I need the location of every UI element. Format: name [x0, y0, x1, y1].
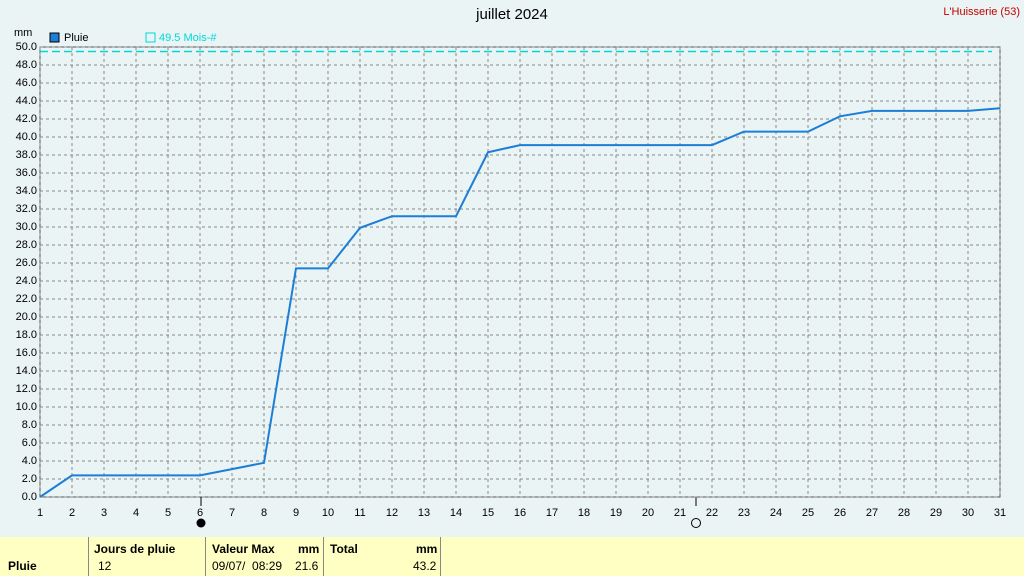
- chart: juillet 2024 L'Huisserie (53) mm 0.0 2.0 4…: [14, 6, 1020, 528]
- x-tick-label: 3: [101, 507, 107, 519]
- row-label: Pluie: [8, 559, 37, 573]
- y-tick-label: 22.0: [16, 293, 37, 305]
- x-tick-label: 24: [770, 507, 782, 519]
- y-tick-label: 14.0: [16, 365, 37, 377]
- y-tick-label: 4.0: [22, 455, 37, 467]
- y-tick-label: 44.0: [16, 95, 37, 107]
- legend-swatch: [145, 32, 156, 43]
- column-header: Valeur Max: [212, 542, 275, 556]
- y-tick-label: 0.0: [22, 491, 37, 503]
- y-tick-label: 8.0: [22, 419, 37, 431]
- y-tick-label: 48.0: [16, 59, 37, 71]
- legend-swatch: [49, 32, 60, 43]
- y-tick-label: 34.0: [16, 185, 37, 197]
- x-tick-label: 2: [69, 507, 75, 519]
- cell: 12: [98, 559, 112, 573]
- y-tick-label: 16.0: [16, 347, 37, 359]
- x-tick-label: 29: [930, 507, 942, 519]
- column-unit: mm: [298, 542, 320, 556]
- y-tick-label: 38.0: [16, 149, 37, 161]
- x-tick-label: 6: [197, 507, 203, 519]
- x-tick-label: 1: [37, 507, 43, 519]
- y-tick-label: 28.0: [16, 239, 37, 251]
- x-tick-label: 20: [642, 507, 654, 519]
- x-tick-label: 4: [133, 507, 139, 519]
- y-tick-label: 2.0: [22, 473, 37, 485]
- x-tick-label: 8: [261, 507, 267, 519]
- column-header: Total: [330, 542, 358, 556]
- y-tick-label: 20.0: [16, 311, 37, 323]
- y-tick-label: 50.0: [16, 41, 37, 53]
- x-tick-label: 11: [354, 507, 365, 519]
- cell: 09/07/ 08:29: [212, 559, 283, 573]
- x-tick-label: 27: [866, 507, 878, 519]
- legend-label: Pluie: [64, 32, 88, 44]
- y-tick-label: 12.0: [16, 383, 37, 395]
- x-tick-label: 7: [229, 507, 235, 519]
- y-tick-label: 40.0: [16, 131, 37, 143]
- x-tick-label: 14: [450, 507, 462, 519]
- x-tick-label: 25: [802, 507, 814, 519]
- x-tick-label: 15: [482, 507, 494, 519]
- x-tick-label: 22: [706, 507, 718, 519]
- x-tick-label: 30: [962, 507, 974, 519]
- x-tick-label: 10: [322, 507, 334, 519]
- x-tick-label: 18: [578, 507, 590, 519]
- cell: 21.6: [295, 559, 319, 573]
- y-tick-label: 30.0: [16, 221, 37, 233]
- separator: [88, 537, 89, 576]
- chart-title: juillet 2024: [475, 6, 548, 23]
- x-tick-label: 19: [610, 507, 622, 519]
- separator: [205, 537, 206, 576]
- y-tick-label: 36.0: [16, 167, 37, 179]
- y-tick-label: 26.0: [16, 257, 37, 269]
- y-tick-label: 10.0: [16, 401, 37, 413]
- data-line: [39, 107, 1001, 498]
- x-tick-label: 5: [165, 507, 171, 519]
- x-tick-label: 12: [386, 507, 398, 519]
- y-tick-label: 6.0: [22, 437, 37, 449]
- y-tick-label: 18.0: [16, 329, 37, 341]
- x-tick-label: 31: [994, 507, 1006, 519]
- x-tick-label: 28: [898, 507, 910, 519]
- y-tick-label: 42.0: [16, 113, 37, 125]
- legend-label: 49.5 Mois-#: [159, 32, 217, 44]
- y-tick-label: 46.0: [16, 77, 37, 89]
- cell: 43.2: [413, 559, 437, 573]
- x-tick-label: 16: [514, 507, 526, 519]
- separator: [440, 537, 441, 576]
- x-tick-label: 23: [738, 507, 750, 519]
- x-tick-label: 26: [834, 507, 846, 519]
- x-tick-label: 9: [293, 507, 299, 519]
- y-tick-label: 24.0: [16, 275, 37, 287]
- station-name: L'Huisserie (53): [943, 6, 1020, 18]
- x-tick-label: 17: [546, 507, 558, 519]
- column-header: Jours de pluie: [94, 542, 176, 556]
- y-unit: mm: [14, 27, 32, 39]
- y-tick-label: 32.0: [16, 203, 37, 215]
- column-unit: mm: [416, 542, 438, 556]
- full-moon-icon: [196, 518, 206, 528]
- x-tick-label: 21: [674, 507, 686, 519]
- separator: [323, 537, 324, 576]
- summary-table: Pluie Jours de pluie 12 Valeur Max mm 09…: [0, 537, 1024, 576]
- new-moon-icon: [691, 518, 701, 528]
- x-tick-label: 13: [418, 507, 430, 519]
